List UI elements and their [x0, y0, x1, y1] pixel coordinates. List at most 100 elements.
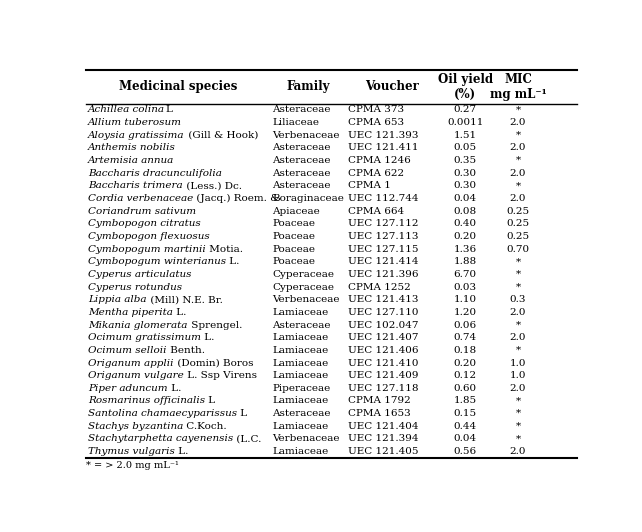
Text: L: L — [165, 105, 172, 114]
Text: 0.25: 0.25 — [507, 232, 530, 241]
Text: Asteraceae: Asteraceae — [272, 321, 331, 329]
Text: 0.56: 0.56 — [454, 447, 477, 456]
Text: UEC 127.113: UEC 127.113 — [348, 232, 419, 241]
Text: CPMA 622: CPMA 622 — [348, 169, 404, 178]
Text: Cyperaceae: Cyperaceae — [272, 282, 334, 292]
Text: UEC 121.411: UEC 121.411 — [348, 143, 419, 152]
Text: Cymbopogum winterianus: Cymbopogum winterianus — [88, 257, 227, 266]
Text: 0.74: 0.74 — [454, 333, 477, 342]
Text: *: * — [516, 346, 521, 355]
Text: 0.08: 0.08 — [454, 206, 477, 215]
Text: UEC 127.110: UEC 127.110 — [348, 308, 419, 317]
Text: Rosmarinus officinalis: Rosmarinus officinalis — [88, 396, 205, 405]
Text: Family: Family — [286, 80, 330, 93]
Text: UEC 121.393: UEC 121.393 — [348, 131, 419, 140]
Text: 0.04: 0.04 — [454, 194, 477, 203]
Text: L.: L. — [173, 308, 186, 317]
Text: CPMA 1252: CPMA 1252 — [348, 282, 411, 292]
Text: 1.20: 1.20 — [454, 308, 477, 317]
Text: 0.12: 0.12 — [454, 371, 477, 380]
Text: 0.04: 0.04 — [454, 435, 477, 444]
Text: *: * — [516, 321, 521, 329]
Text: Sprengel.: Sprengel. — [187, 321, 242, 329]
Text: L.: L. — [201, 333, 214, 342]
Text: L.: L. — [175, 447, 189, 456]
Text: Benth.: Benth. — [167, 346, 205, 355]
Text: Cymbopogum martinii: Cymbopogum martinii — [88, 245, 206, 254]
Text: UEC 102.047: UEC 102.047 — [348, 321, 419, 329]
Text: Ocimum selloii: Ocimum selloii — [88, 346, 167, 355]
Text: 0.25: 0.25 — [507, 219, 530, 228]
Text: (Mill) N.E. Br.: (Mill) N.E. Br. — [147, 295, 223, 304]
Text: 1.85: 1.85 — [454, 396, 477, 405]
Text: *: * — [516, 435, 521, 444]
Text: (Less.) Dc.: (Less.) Dc. — [183, 181, 242, 190]
Text: 0.40: 0.40 — [454, 219, 477, 228]
Text: 0.27: 0.27 — [454, 105, 477, 114]
Text: Achillea colina: Achillea colina — [88, 105, 165, 114]
Text: 0.35: 0.35 — [454, 156, 477, 165]
Text: Boraginaceae: Boraginaceae — [272, 194, 344, 203]
Text: *: * — [516, 396, 521, 405]
Text: *: * — [516, 257, 521, 266]
Text: (Jacq.) Roem. &: (Jacq.) Roem. & — [193, 194, 280, 203]
Text: 1.88: 1.88 — [454, 257, 477, 266]
Text: CPMA 1653: CPMA 1653 — [348, 409, 411, 418]
Text: Asteraceae: Asteraceae — [272, 156, 331, 165]
Text: *: * — [516, 181, 521, 190]
Text: Aloysia gratissima: Aloysia gratissima — [88, 131, 185, 140]
Text: Medicinal species: Medicinal species — [119, 80, 238, 93]
Text: 0.15: 0.15 — [454, 409, 477, 418]
Text: *: * — [516, 282, 521, 292]
Text: Baccharis dracunculifolia: Baccharis dracunculifolia — [88, 169, 222, 178]
Text: CPMA 653: CPMA 653 — [348, 118, 404, 127]
Text: Asteraceae: Asteraceae — [272, 409, 331, 418]
Text: 2.0: 2.0 — [510, 118, 526, 127]
Text: 2.0: 2.0 — [510, 169, 526, 178]
Text: Lamiaceae: Lamiaceae — [272, 396, 329, 405]
Text: UEC 127.112: UEC 127.112 — [348, 219, 419, 228]
Text: Piperaceae: Piperaceae — [272, 384, 331, 393]
Text: Asteraceae: Asteraceae — [272, 181, 331, 190]
Text: UEC 121.406: UEC 121.406 — [348, 346, 419, 355]
Text: Stachys byzantina: Stachys byzantina — [88, 422, 184, 431]
Text: UEC 121.410: UEC 121.410 — [348, 359, 419, 368]
Text: Lamiaceae: Lamiaceae — [272, 333, 329, 342]
Text: Lippia alba: Lippia alba — [88, 295, 147, 304]
Text: L: L — [205, 396, 216, 405]
Text: Mikania glomerata: Mikania glomerata — [88, 321, 187, 329]
Text: 0.60: 0.60 — [454, 384, 477, 393]
Text: L.: L. — [227, 257, 239, 266]
Text: Poaceae: Poaceae — [272, 219, 315, 228]
Text: 2.0: 2.0 — [510, 333, 526, 342]
Text: *: * — [516, 131, 521, 140]
Text: Santolina chamaecyparissus: Santolina chamaecyparissus — [88, 409, 238, 418]
Text: Origanum applii: Origanum applii — [88, 359, 174, 368]
Text: 0.44: 0.44 — [454, 422, 477, 431]
Text: Cyperus articulatus: Cyperus articulatus — [88, 270, 192, 279]
Text: UEC 112.744: UEC 112.744 — [348, 194, 419, 203]
Text: MIC
mg mL⁻¹: MIC mg mL⁻¹ — [490, 73, 546, 101]
Text: UEC 121.396: UEC 121.396 — [348, 270, 419, 279]
Text: Lamiaceae: Lamiaceae — [272, 447, 329, 456]
Text: CPMA 1: CPMA 1 — [348, 181, 391, 190]
Text: Lamiaceae: Lamiaceae — [272, 346, 329, 355]
Text: *: * — [516, 409, 521, 418]
Text: L. Ssp Virens: L. Ssp Virens — [184, 371, 257, 380]
Text: Asteraceae: Asteraceae — [272, 105, 331, 114]
Text: CPMA 1246: CPMA 1246 — [348, 156, 411, 165]
Text: 2.0: 2.0 — [510, 194, 526, 203]
Text: L: L — [238, 409, 247, 418]
Text: Stachytarphetta cayenensis: Stachytarphetta cayenensis — [88, 435, 234, 444]
Text: 0.30: 0.30 — [454, 181, 477, 190]
Text: Poaceae: Poaceae — [272, 257, 315, 266]
Text: Coriandrum sativum: Coriandrum sativum — [88, 206, 196, 215]
Text: Lamiaceae: Lamiaceae — [272, 308, 329, 317]
Text: L.: L. — [168, 384, 181, 393]
Text: (L.C.: (L.C. — [234, 435, 262, 444]
Text: Allium tuberosum: Allium tuberosum — [88, 118, 182, 127]
Text: UEC 127.118: UEC 127.118 — [348, 384, 419, 393]
Text: *: * — [516, 105, 521, 114]
Text: *: * — [516, 156, 521, 165]
Text: *: * — [516, 270, 521, 279]
